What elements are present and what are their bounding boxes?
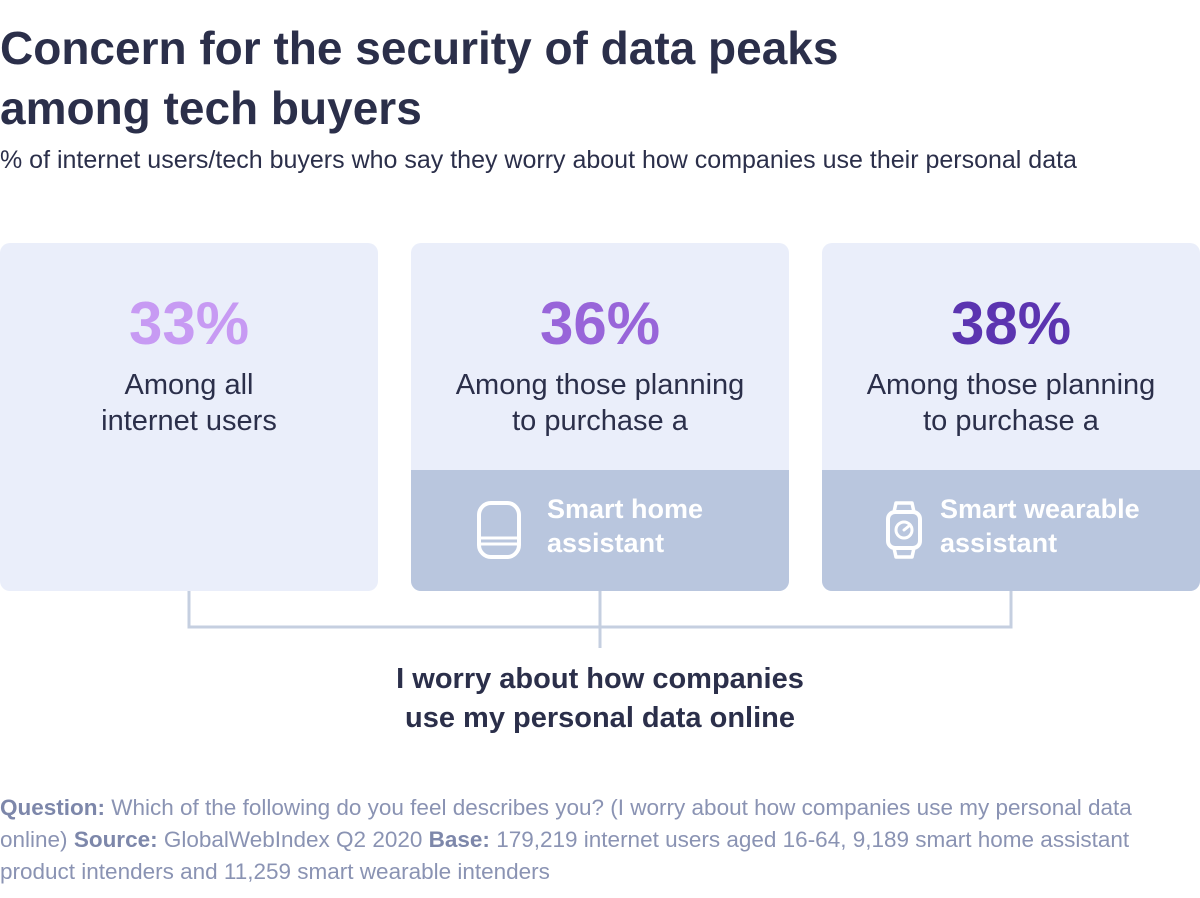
product-band: Smart wearable assistant (822, 470, 1200, 591)
smart-speaker-icon (477, 501, 521, 559)
stat-card-all-users: 33% Among all internet users (0, 243, 378, 591)
product-label-line: assistant (547, 528, 665, 558)
product-label-line: Smart wearable (940, 494, 1140, 524)
product-label-line: assistant (940, 528, 1058, 558)
footnote: Question: Which of the following do you … (0, 792, 1195, 888)
product-label-line: Smart home (547, 494, 704, 524)
stat-description-line: to purchase a (512, 405, 688, 437)
product-label: Smart home assistant (547, 492, 787, 560)
survey-statement-line: use my personal data online (405, 702, 795, 734)
survey-statement-line: I worry about how companies (396, 663, 804, 695)
stat-description-line: to purchase a (923, 405, 1099, 437)
stat-description: Among those planning to purchase a (411, 367, 789, 439)
base-label: Base: (428, 827, 490, 852)
stat-description: Among all internet users (0, 367, 378, 439)
question-label: Question: (0, 795, 105, 820)
stat-card-smart-home: 36% Among those planning to purchase a S… (411, 243, 789, 591)
base-text: 179,219 internet users aged 16-64, 9,189… (0, 827, 1130, 884)
question-text: Which of the following do you feel descr… (0, 795, 1132, 852)
source-text: GlobalWebIndex Q2 2020 (163, 827, 423, 852)
survey-statement: I worry about how companies use my perso… (300, 660, 900, 738)
source-label: Source: (73, 827, 158, 852)
stat-description-line: Among those planning (866, 369, 1156, 401)
product-label: Smart wearable assistant (940, 492, 1180, 560)
stat-value: 38% (950, 290, 1072, 357)
stat-value: 36% (539, 290, 661, 357)
stat-description-line: internet users (101, 405, 277, 437)
stat-value: 33% (128, 290, 250, 357)
stat-card-smart-wearable: 38% Among those planning to purchase a S… (822, 243, 1200, 591)
stat-description: Among those planning to purchase a (822, 367, 1200, 439)
smartwatch-icon (886, 501, 922, 559)
stat-description-line: Among all (124, 369, 254, 401)
chart-subtitle: % of internet users/tech buyers who say … (0, 146, 1077, 174)
stat-description-line: Among those planning (455, 369, 745, 401)
connector-bracket (187, 591, 1013, 648)
chart-title: Concern for the security of data peaks a… (0, 22, 839, 134)
product-band: Smart home assistant (411, 470, 789, 591)
